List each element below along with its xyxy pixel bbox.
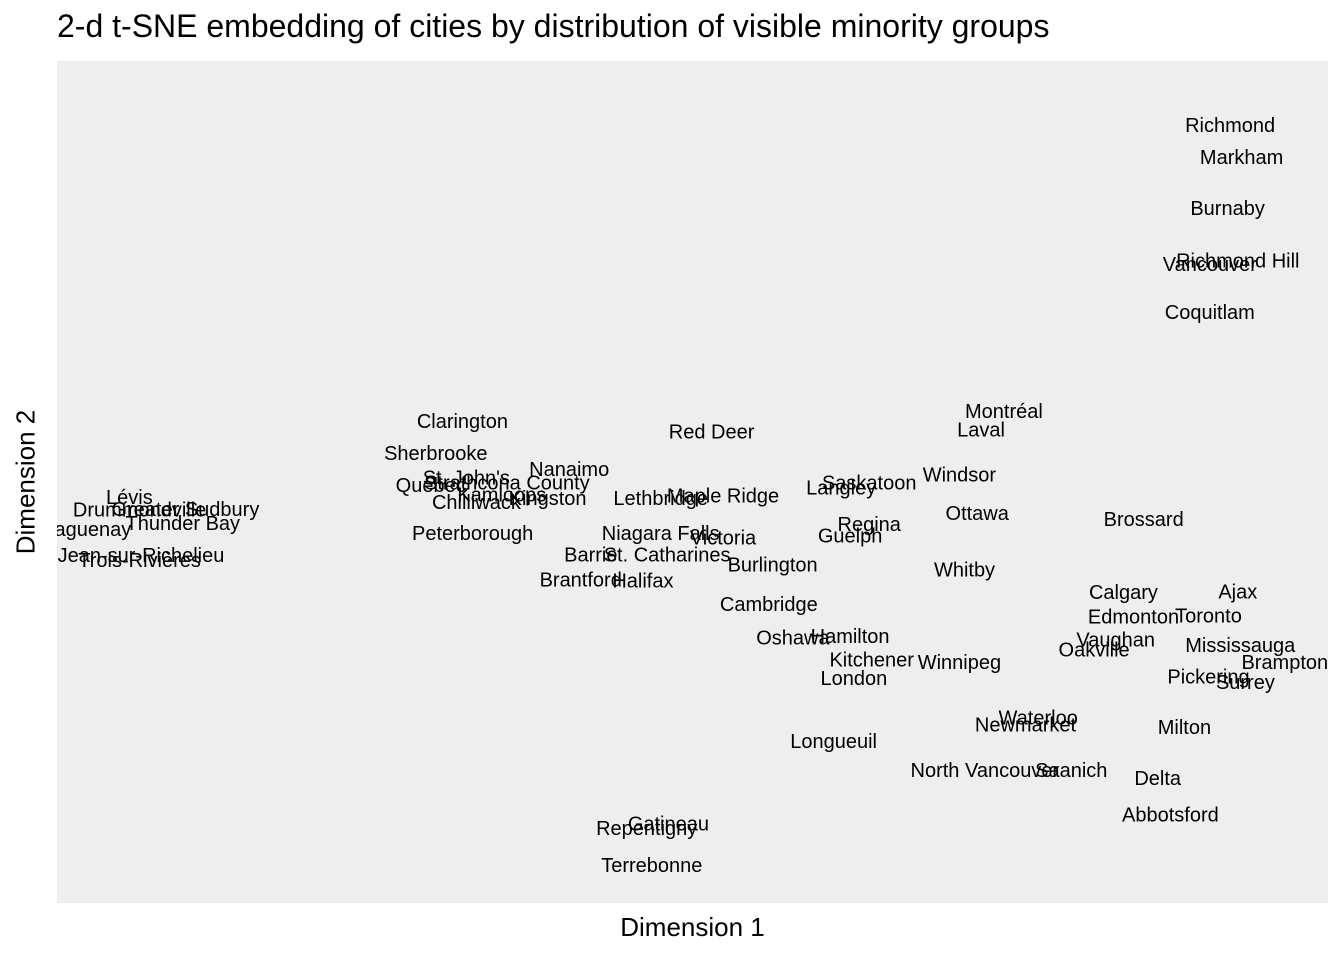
point-label: Barrie [564,544,617,566]
point-label: Longueuil [790,731,877,753]
point-label: Chilliwack [432,492,522,514]
point-label: Québec [396,475,466,497]
panel-background [57,61,1328,903]
point-label: Clarington [417,411,508,433]
point-label: Surrey [1216,672,1275,694]
point-label: Coquitlam [1165,302,1255,324]
point-label: Peterborough [412,523,533,545]
point-label: St-Jean-sur-Richelieu [32,545,224,567]
point-label: Newmarket [975,714,1077,736]
point-label: Saguenay [41,519,131,541]
point-label: Whitby [934,559,995,581]
point-label: Toronto [1175,606,1242,628]
point-label: Windsor [923,464,997,486]
point-label: Saanich [1035,760,1107,782]
point-label: Guelph [818,526,883,548]
point-label: Strathcona County [424,473,590,495]
point-label: Nanaimo [529,459,609,481]
point-label: Drummondville [73,500,206,522]
x-axis-label: Dimension 1 [620,912,765,942]
point-label: Niagara Falls [602,523,720,545]
point-label: Thunder Bay [126,513,241,535]
point-label: Oakville [1059,639,1130,661]
point-label: Delta [1134,768,1182,790]
point-label: Kitchener [829,650,914,672]
point-label: Terrebonne [601,855,702,877]
point-label: Ottawa [946,503,1010,525]
point-label: North Vancouver [911,760,1060,782]
point-label: Edmonton [1088,607,1179,629]
point-label: Winnipeg [918,652,1001,674]
point-label: Sherbrooke [384,443,487,465]
point-label: Montréal [965,401,1043,423]
point-label: St. Catharines [604,544,731,566]
point-label: Victoria [690,527,757,549]
point-label: Repentigny [596,818,697,840]
point-label: Richmond [1185,115,1275,137]
point-label: Vancouver [1163,254,1257,276]
point-label: Hamilton [811,626,890,648]
point-label: Ajax [1218,581,1257,603]
point-label: Burlington [728,554,818,576]
point-label: Saskatoon [822,473,917,495]
point-label: Lethbridge [613,488,708,510]
point-label: Pickering [1167,666,1249,688]
point-label: Mississauga [1185,635,1296,657]
point-label: Markham [1200,147,1283,169]
point-label: Red Deer [669,421,755,443]
point-label: Vaughan [1076,629,1155,651]
point-label: Lévis [106,487,153,509]
point-label: Kingston [509,488,587,510]
y-axis-label: Dimension 2 [10,409,41,555]
point-label: Laval [957,420,1005,442]
point-label: Greater Sudbury [111,499,259,521]
point-labels: Richmond Markham Burnaby Richmond HillVanco… [32,115,1328,877]
point-label: Gatineau [628,814,709,836]
point-label: Milton [1158,717,1211,739]
point-label: Oshawa [756,628,830,650]
point-label: Kamloops [457,485,546,507]
point-label: Brossard [1104,509,1184,531]
point-label: Regina [838,514,902,536]
point-label: Halifax [612,570,673,592]
chart-title: 2-d t-SNE embedding of cities by distrib… [57,8,1050,44]
point-label: Brantford [540,570,622,592]
point-label: St. John's [423,468,510,490]
point-label: Abbotsford [1122,804,1219,826]
point-label: Calgary [1089,582,1158,604]
point-label: London [821,668,888,690]
point-label: Brampton [1241,652,1328,674]
point-label: Maple Ridge [667,485,779,507]
point-label: Cambridge [720,594,818,616]
point-label: Burnaby [1190,198,1265,220]
point-label: Langley [806,478,876,500]
point-label: Richmond Hill [1176,250,1299,272]
point-label: Trois-Rivières [78,550,201,572]
point-label: Waterloo [999,708,1078,730]
